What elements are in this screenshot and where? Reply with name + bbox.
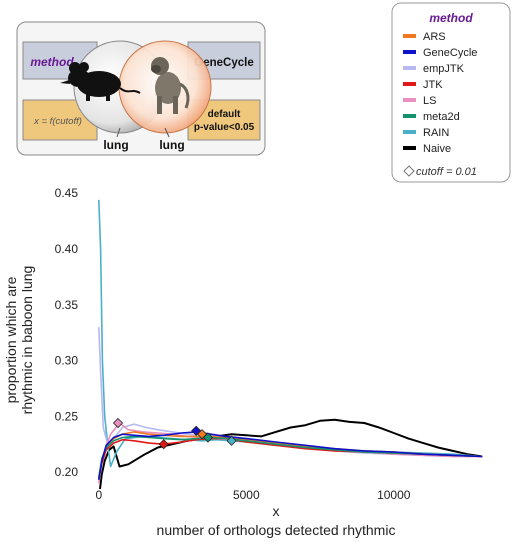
legend-swatch [403,82,416,86]
series-lines [98,199,483,489]
legend-swatch [403,98,416,102]
schematic-panel: method GeneCycle x = f(cutoff) default p… [16,21,266,156]
cutoff-marker-meta2d [202,432,214,443]
genecycle-box-label: GeneCycle [194,57,253,69]
y-tick-label: 0.35 [55,298,79,312]
formula-label: x = f(cutoff) [33,116,82,127]
legend-item-rain: RAIN [403,127,449,139]
y-axis-label-line2: rhythmic in baboon lung [19,266,35,415]
legend-label: RAIN [423,127,449,139]
x-tick-label: 5000 [233,488,260,502]
baboon-photo-icon [151,57,190,114]
y-axis-ticks: 0.20 0.25 0.30 0.35 0.40 0.45 [55,186,79,479]
y-tick-label: 0.40 [55,242,79,256]
legend-label: GeneCycle [423,47,477,59]
cutoff-label: cutoff = 0.01 [416,166,477,178]
legend: method ARS GeneCycle empJTK JTK LS meta2d RAIN… [391,2,511,183]
legend-item-naive: Naive [403,143,451,155]
legend-item-empjtk: empJTK [403,63,465,75]
y-tick-label: 0.30 [55,354,79,368]
x-axis-label: x [273,503,280,519]
diamond-icon [403,165,415,177]
legend-item-jtk: JTK [403,79,443,91]
legend-label: Naive [423,143,451,155]
legend-item-ls: LS [403,95,436,107]
criteria-line2: p-value<0.05 [194,122,255,133]
x-tick-label: 0 [96,488,103,502]
x-axis-ticks: 0 5000 10000 [96,488,411,502]
x-tick-label: 10000 [377,488,411,502]
criteria-line1: default [208,109,241,120]
method-box-label: method [30,55,74,69]
cutoff-marker-rain [226,435,237,446]
legend-swatch [403,130,416,134]
cutoff-marker-ls [112,417,124,429]
cutoff-markers [112,417,237,450]
legend-item-ars: ARS [403,31,446,43]
legend-swatch [403,50,416,54]
legend-swatch [403,114,416,118]
line-chart: 0.20 0.25 0.30 0.35 0.40 0.45 0 5000 10000 x nu… [3,186,483,538]
legend-label: ARS [423,31,446,43]
y-tick-label: 0.25 [55,409,79,423]
cutoff-marker-jtk [158,439,169,450]
cutoff-note: cutoff = 0.01 [403,165,477,178]
legend-swatch [403,146,416,150]
legend-label: LS [423,95,436,107]
legend-swatch [403,34,416,38]
legend-label: empJTK [423,63,465,75]
legend-swatch [403,66,416,70]
y-axis-label-line1: proportion which are [3,276,19,403]
mouse-tissue-label: lung [103,138,128,152]
baboon-tissue-label: lung [159,138,184,152]
y-tick-label: 0.45 [55,186,79,200]
y-tick-label: 0.20 [55,465,79,479]
legend-item-genecycle: GeneCycle [403,47,477,59]
mouse-silhouette-icon [60,62,141,101]
legend-label: meta2d [423,111,460,123]
legend-title: method [429,11,473,25]
series-line-genecycle [98,431,483,481]
series-line-naive [98,418,483,489]
legend-item-meta2d: meta2d [403,111,460,123]
x-axis-sublabel: number of orthologs detected rhythmic [157,522,396,538]
legend-label: JTK [423,79,443,91]
cutoff-marker-genecycle [191,425,202,436]
